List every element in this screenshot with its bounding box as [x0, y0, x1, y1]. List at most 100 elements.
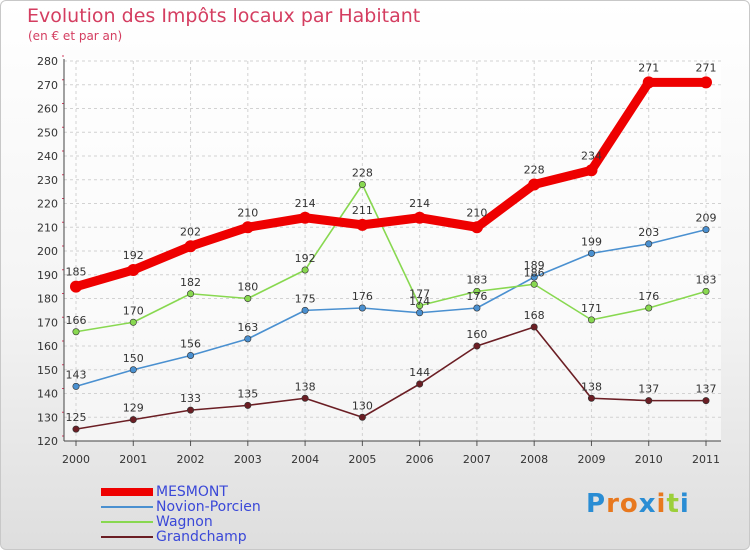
- data-label-novion-porcien: 203: [638, 226, 659, 239]
- data-point-grandchamp: [587, 394, 595, 402]
- data-label-grandchamp: 138: [295, 380, 316, 393]
- data-point-wagnon: [129, 318, 137, 326]
- x-tick-label: 2003: [234, 453, 262, 466]
- data-point-mesmont: [356, 218, 369, 231]
- y-tick-label: 190: [37, 269, 58, 282]
- data-label-novion-porcien: 174: [409, 295, 430, 308]
- data-point-mesmont: [184, 240, 197, 253]
- x-tick-label: 2006: [406, 453, 434, 466]
- logo-letter: i: [656, 489, 667, 519]
- data-label-mesmont: 271: [638, 61, 659, 74]
- data-point-novion-porcien: [587, 249, 595, 257]
- data-point-mesmont: [241, 221, 254, 234]
- y-tick-label: 130: [37, 411, 58, 424]
- data-point-novion-porcien: [358, 304, 366, 312]
- chart-title: Evolution des Impôts locaux par Habitant: [27, 5, 421, 27]
- y-tick-label: 200: [37, 245, 58, 258]
- data-label-novion-porcien: 143: [66, 368, 87, 381]
- data-point-grandchamp: [129, 416, 137, 424]
- data-point-wagnon: [187, 290, 195, 298]
- series-layer: [70, 76, 712, 433]
- data-point-novion-porcien: [645, 240, 653, 248]
- data-point-wagnon: [645, 304, 653, 312]
- data-label-wagnon: 171: [581, 302, 602, 315]
- legend-label: Grandchamp: [156, 529, 247, 545]
- data-label-grandchamp: 137: [638, 383, 659, 396]
- data-label-novion-porcien: 189: [524, 259, 545, 272]
- legend-swatch: [101, 521, 153, 523]
- legend-label: MESMONT: [156, 484, 228, 500]
- logo-letter: r: [606, 489, 620, 519]
- data-point-mesmont: [299, 211, 312, 224]
- data-label-grandchamp: 125: [66, 411, 87, 424]
- y-tick-label: 230: [37, 174, 58, 187]
- data-point-novion-porcien: [244, 335, 252, 343]
- axes: 120 130 140 150 160 170 180 190 200 210 220 230 240 2…: [37, 55, 721, 466]
- y-tick-label: 180: [37, 293, 58, 306]
- data-point-grandchamp: [473, 342, 481, 350]
- logo-letter: P: [586, 489, 607, 519]
- logo-letter: o: [619, 489, 639, 519]
- data-point-mesmont: [700, 76, 712, 89]
- data-point-grandchamp: [530, 323, 538, 331]
- y-tick-label: 150: [37, 364, 58, 377]
- data-point-grandchamp: [645, 397, 653, 405]
- data-point-mesmont: [470, 221, 483, 234]
- series-line-mesmont: [71, 77, 711, 292]
- data-label-wagnon: 182: [180, 276, 201, 289]
- data-labels: 143 150 156 163 175 176 174 176 189 199 203 209 166 1…: [66, 61, 717, 424]
- y-tick-label: 220: [37, 198, 58, 211]
- data-label-mesmont: 211: [352, 204, 373, 217]
- data-label-grandchamp: 138: [581, 380, 602, 393]
- legend-swatch: [101, 488, 153, 496]
- data-point-grandchamp: [416, 380, 424, 388]
- data-label-grandchamp: 129: [123, 402, 144, 415]
- data-label-novion-porcien: 175: [295, 292, 316, 305]
- data-label-mesmont: 234: [581, 149, 602, 162]
- data-point-wagnon: [301, 266, 309, 274]
- x-tick-label: 2008: [520, 453, 548, 466]
- data-label-mesmont: 214: [295, 197, 316, 210]
- data-label-mesmont: 185: [66, 266, 87, 279]
- data-point-grandchamp: [702, 397, 710, 405]
- data-point-wagnon: [72, 328, 80, 336]
- data-label-novion-porcien: 163: [237, 321, 258, 334]
- data-label-wagnon: 192: [295, 252, 316, 265]
- y-tick-label: 250: [37, 126, 58, 139]
- proxiti-logo: Proxiti: [586, 489, 690, 519]
- y-tick-label: 170: [37, 316, 58, 329]
- data-label-novion-porcien: 176: [466, 290, 487, 303]
- data-point-novion-porcien: [473, 304, 481, 312]
- x-tick-label: 2010: [635, 453, 663, 466]
- data-label-grandchamp: 144: [409, 366, 430, 379]
- data-label-wagnon: 180: [237, 281, 258, 294]
- x-tick-label: 2002: [177, 453, 205, 466]
- series-line-grandchamp: [75, 326, 707, 430]
- data-label-novion-porcien: 150: [123, 352, 144, 365]
- data-point-wagnon: [473, 287, 481, 295]
- data-label-mesmont: 210: [466, 206, 487, 219]
- series-line-wagnon: [75, 183, 707, 333]
- data-point-mesmont: [642, 76, 655, 89]
- data-label-grandchamp: 137: [696, 383, 717, 396]
- y-tick-label: 210: [37, 221, 58, 234]
- data-point-wagnon: [702, 287, 710, 295]
- data-label-novion-porcien: 209: [696, 212, 717, 225]
- data-point-novion-porcien: [72, 382, 80, 390]
- y-tick-label: 240: [37, 150, 58, 163]
- data-label-mesmont: 202: [180, 225, 201, 238]
- data-point-grandchamp: [72, 425, 80, 433]
- data-point-wagnon: [244, 294, 252, 302]
- x-tick-label: 2007: [463, 453, 491, 466]
- data-label-grandchamp: 135: [237, 387, 258, 400]
- data-point-grandchamp: [187, 406, 195, 414]
- legend-label: Wagnon: [156, 514, 213, 530]
- data-point-novion-porcien: [129, 366, 137, 374]
- x-tick-label: 2001: [119, 453, 147, 466]
- chart-subtitle: (en € et par an): [28, 29, 123, 43]
- data-label-grandchamp: 133: [180, 392, 201, 405]
- data-label-novion-porcien: 199: [581, 235, 602, 248]
- logo-letter: t: [666, 489, 680, 519]
